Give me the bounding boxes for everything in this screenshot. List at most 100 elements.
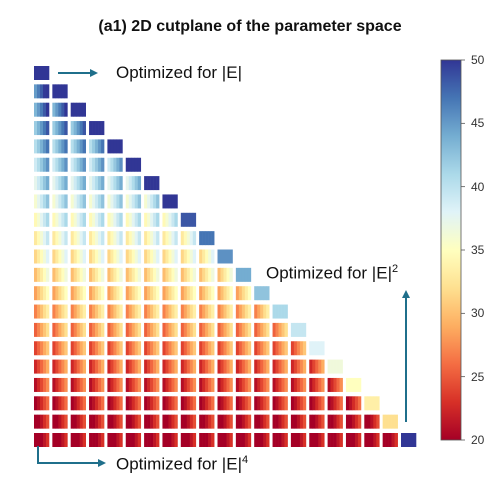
grid-cell xyxy=(144,414,160,429)
grid-cell xyxy=(180,267,197,282)
grid-cell xyxy=(272,304,288,319)
grid-cell xyxy=(199,396,215,411)
grid-cell xyxy=(70,286,86,301)
grid-cell xyxy=(162,231,178,246)
grid-cell xyxy=(89,121,105,136)
grid-cell xyxy=(309,359,325,374)
grid-cell xyxy=(107,396,123,411)
grid-cell xyxy=(125,304,142,319)
grid-cell xyxy=(34,396,50,411)
grid-cell xyxy=(290,414,307,429)
grid-cell xyxy=(107,231,123,246)
grid-cell xyxy=(162,341,178,356)
grid-cell xyxy=(199,304,215,319)
grid-cell xyxy=(125,212,142,227)
grid-cell xyxy=(180,286,197,301)
grid-cell xyxy=(125,377,142,392)
grid-cell xyxy=(217,396,233,411)
grid-cell xyxy=(52,139,68,154)
grid-cell xyxy=(309,414,325,429)
colorbar-tick-label: 45 xyxy=(471,116,485,131)
grid-cell xyxy=(199,359,215,374)
grid-cell xyxy=(52,121,68,136)
grid-cell xyxy=(254,359,270,374)
grid-cell xyxy=(180,304,197,319)
grid-cell xyxy=(52,286,68,301)
grid-cell xyxy=(364,396,380,411)
grid-cell xyxy=(217,359,233,374)
grid-cell xyxy=(327,396,343,411)
arrow-bottom xyxy=(37,446,106,467)
grid-cell xyxy=(70,304,86,319)
grid-cell xyxy=(290,322,307,337)
colorbar-tick-label: 20 xyxy=(471,433,485,447)
grid-cell xyxy=(52,102,68,117)
grid-cell xyxy=(89,231,105,246)
grid-cell xyxy=(162,322,178,337)
grid-cell xyxy=(89,396,105,411)
grid-cell xyxy=(144,286,160,301)
grid-cell xyxy=(107,176,123,191)
grid-cell xyxy=(89,249,105,264)
grid-cell xyxy=(144,359,160,374)
grid-cell xyxy=(70,102,86,117)
grid-cell xyxy=(309,396,325,411)
grid-cell xyxy=(34,249,50,264)
grid-cell xyxy=(235,433,252,447)
grid-cell xyxy=(34,157,50,172)
grid-cell xyxy=(199,231,215,246)
grid-cell xyxy=(34,414,50,429)
grid-cell xyxy=(180,433,197,447)
grid-cell xyxy=(144,231,160,246)
grid-cell xyxy=(89,433,105,447)
grid-cell xyxy=(162,194,178,209)
grid-cell xyxy=(144,377,160,392)
grid-cell xyxy=(107,286,123,301)
grid-cell xyxy=(235,341,252,356)
grid-cell xyxy=(309,433,325,447)
grid-cell xyxy=(162,212,178,227)
grid-cell xyxy=(199,249,215,264)
grid-cell xyxy=(107,304,123,319)
grid-cell xyxy=(162,359,178,374)
colorbar-tick-label: 35 xyxy=(471,243,485,257)
grid-cell xyxy=(162,377,178,392)
grid-cell xyxy=(144,267,160,282)
grid-cell xyxy=(52,304,68,319)
grid-cell xyxy=(199,267,215,282)
annotation-middle: Optimized for |E|2 xyxy=(266,263,399,283)
colorbar-ticks xyxy=(461,59,465,441)
grid-cell xyxy=(345,414,362,429)
grid-cell xyxy=(125,322,142,337)
grid-cell xyxy=(34,102,50,117)
grid-cell xyxy=(107,341,123,356)
grid-cell xyxy=(180,322,197,337)
grid-cell xyxy=(89,176,105,191)
colorbar xyxy=(440,59,462,441)
grid-cell xyxy=(144,322,160,337)
grid-cell xyxy=(107,322,123,337)
grid-cell xyxy=(162,414,178,429)
grid-cell xyxy=(217,304,233,319)
grid-cell xyxy=(144,194,160,209)
grid-cell xyxy=(235,286,252,301)
grid-cell xyxy=(125,194,142,209)
grid-cell xyxy=(70,176,86,191)
grid-cell xyxy=(217,249,233,264)
grid-cell xyxy=(89,359,105,374)
grid-cell xyxy=(162,396,178,411)
grid-cell xyxy=(235,414,252,429)
grid-cell xyxy=(254,433,270,447)
grid-cell xyxy=(89,377,105,392)
grid-cell xyxy=(162,433,178,447)
grid-cell xyxy=(70,194,86,209)
grid-cell xyxy=(125,396,142,411)
grid-cell xyxy=(144,212,160,227)
grid-cell xyxy=(364,433,380,447)
grid-cell xyxy=(254,286,270,301)
grid-cell xyxy=(107,139,123,154)
grid-cell xyxy=(52,212,68,227)
grid-cell xyxy=(34,286,50,301)
grid-cell xyxy=(254,414,270,429)
